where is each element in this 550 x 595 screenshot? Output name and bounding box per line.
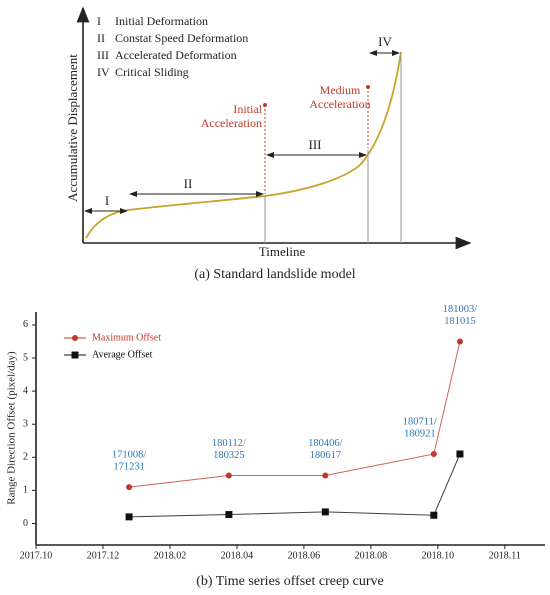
marker bbox=[456, 450, 464, 458]
stage-label: I bbox=[105, 193, 109, 208]
marker bbox=[321, 508, 329, 516]
annotation: Acceleration bbox=[201, 116, 262, 130]
series-line bbox=[129, 453, 461, 518]
marker bbox=[322, 472, 329, 479]
marker bbox=[430, 450, 437, 457]
x-tick-label: 2018.11 bbox=[489, 550, 521, 561]
legend-text: Initial Deformation bbox=[115, 14, 208, 28]
marker bbox=[456, 338, 463, 345]
point-label: 181003/ bbox=[443, 304, 478, 315]
legend-text: Critical Sliding bbox=[115, 65, 189, 79]
x-tick-label: 2017.12 bbox=[87, 550, 120, 561]
stage-label: IV bbox=[378, 34, 392, 49]
marker bbox=[225, 511, 233, 519]
marker bbox=[225, 472, 232, 479]
point-label: 171231 bbox=[113, 461, 145, 472]
legend-label: Average Offset bbox=[92, 349, 153, 360]
legend-label: Maximum Offset bbox=[92, 332, 161, 343]
y-tick-label: 4 bbox=[23, 385, 28, 396]
y-axis-label: Accumulative Displacement bbox=[65, 54, 80, 202]
legend-text: Constat Speed Deformation bbox=[115, 31, 248, 45]
point-label: 180325 bbox=[213, 450, 245, 461]
point-label: 171008/ bbox=[112, 449, 147, 460]
y-tick-label: 5 bbox=[23, 352, 28, 363]
y-tick-label: 2 bbox=[23, 452, 28, 463]
diagram-a: I II III IV I Initial Deformation II Con… bbox=[65, 6, 472, 282]
x-tick-label: 2018.08 bbox=[355, 550, 388, 561]
panel-title: (a) Standard landslide model bbox=[194, 267, 355, 282]
point-label: 181015 bbox=[444, 316, 476, 327]
x-tick-label: 2018.10 bbox=[422, 550, 455, 561]
x-tick-label: 2018.06 bbox=[288, 550, 321, 561]
point-label: 180617 bbox=[310, 450, 342, 461]
legend-text: Accelerated Deformation bbox=[115, 48, 237, 62]
point bbox=[263, 103, 267, 107]
series-line bbox=[129, 341, 461, 488]
legend-numeral: I bbox=[97, 14, 101, 28]
point bbox=[366, 85, 370, 89]
x-tick-label: 2018.04 bbox=[221, 550, 254, 561]
stage-label: III bbox=[309, 137, 322, 152]
annotation: Initial bbox=[233, 102, 262, 116]
annotation: Medium bbox=[320, 83, 361, 97]
legend-numeral: III bbox=[97, 48, 109, 62]
chart-title: (b) Time series offset creep curve bbox=[196, 574, 384, 589]
legend-numeral: IV bbox=[97, 65, 110, 79]
displacement-curve bbox=[85, 51, 402, 239]
y-tick-label: 3 bbox=[23, 419, 28, 430]
y-tick-label: 0 bbox=[23, 518, 28, 529]
x-tick-label: 2017.10 bbox=[20, 550, 53, 561]
y-tick-label: 6 bbox=[23, 319, 28, 330]
x-tick-label: 2018.02 bbox=[154, 550, 187, 561]
point-label: 180406/ bbox=[308, 438, 343, 449]
legend-marker bbox=[72, 335, 78, 341]
legend-marker bbox=[71, 351, 79, 359]
y-axis-label: Range Direction Offset (pixel/day) bbox=[6, 351, 18, 505]
stage-label: II bbox=[184, 176, 193, 191]
marker bbox=[430, 511, 438, 519]
x-axis-label: Timeline bbox=[259, 244, 306, 259]
marker bbox=[126, 484, 133, 491]
point-label: 180112/ bbox=[212, 438, 246, 449]
marker bbox=[125, 513, 133, 521]
y-tick-label: 1 bbox=[23, 485, 28, 496]
point-label: 180711/ bbox=[403, 416, 437, 427]
annotation: Acceleration bbox=[309, 97, 370, 111]
point-label: 180921 bbox=[404, 428, 436, 439]
legend-numeral: II bbox=[97, 31, 105, 45]
